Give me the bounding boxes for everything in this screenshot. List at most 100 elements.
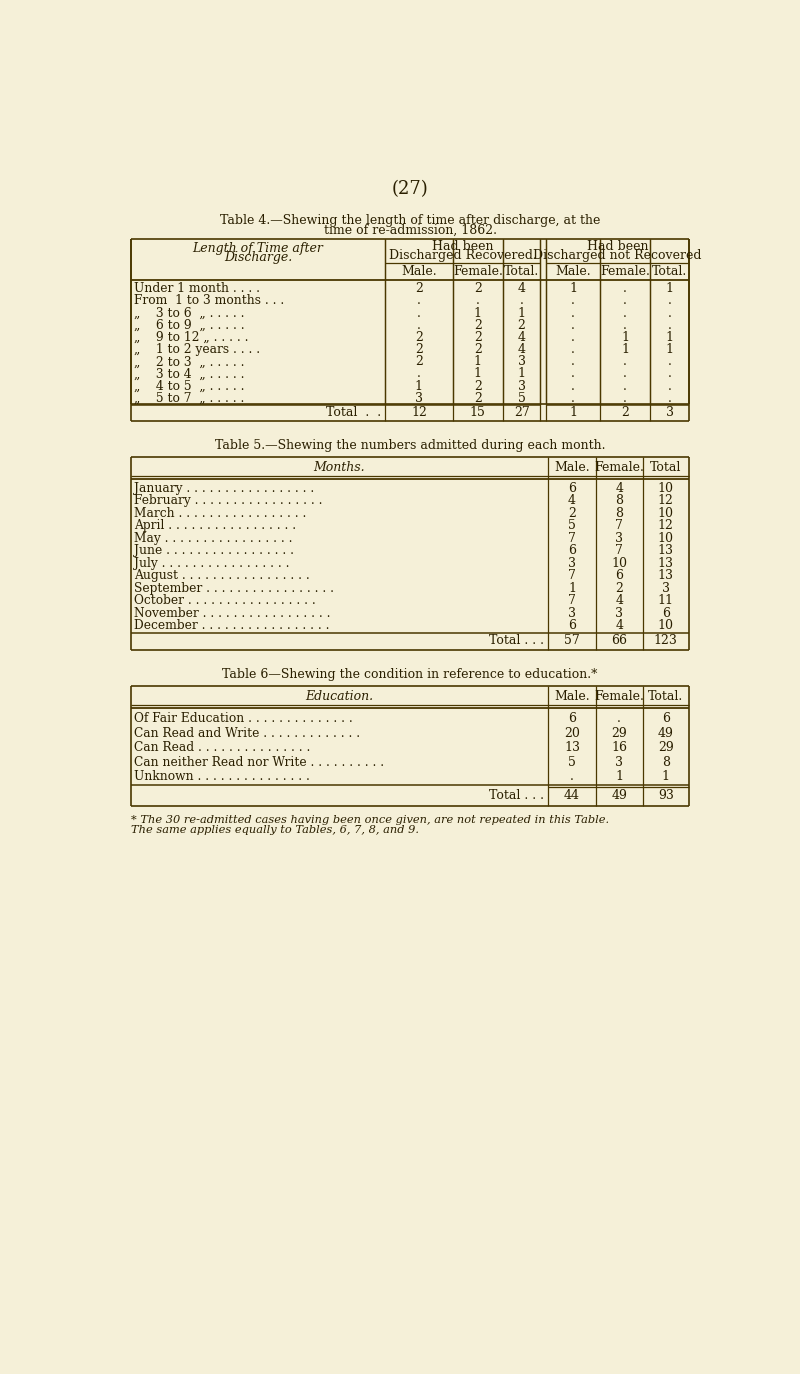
- Text: Discharge.: Discharge.: [224, 251, 292, 264]
- Text: 5: 5: [518, 392, 526, 405]
- Text: 4: 4: [518, 282, 526, 295]
- Text: .: .: [623, 282, 627, 295]
- Text: 3: 3: [615, 532, 623, 544]
- Text: Male.: Male.: [554, 462, 590, 474]
- Text: 2: 2: [474, 282, 482, 295]
- Text: 10: 10: [658, 507, 674, 519]
- Text: .: .: [623, 294, 627, 308]
- Text: .: .: [417, 306, 421, 320]
- Text: .: .: [476, 294, 480, 308]
- Text: 2: 2: [474, 319, 482, 331]
- Text: 6: 6: [662, 712, 670, 725]
- Text: 29: 29: [611, 727, 627, 739]
- Text: „    9 to 12 „ . . . . .: „ 9 to 12 „ . . . . .: [134, 331, 249, 344]
- Text: 3: 3: [615, 606, 623, 620]
- Text: 10: 10: [658, 532, 674, 544]
- Text: December . . . . . . . . . . . . . . . . .: December . . . . . . . . . . . . . . . .…: [134, 620, 330, 632]
- Text: 27: 27: [514, 405, 530, 419]
- Text: .: .: [571, 306, 575, 320]
- Text: Can neither Read nor Write . . . . . . . . . .: Can neither Read nor Write . . . . . . .…: [134, 756, 384, 769]
- Text: „    3 to 6  „ . . . . .: „ 3 to 6 „ . . . . .: [134, 306, 245, 320]
- Text: 93: 93: [658, 789, 674, 801]
- Text: (27): (27): [392, 180, 428, 198]
- Text: 2: 2: [415, 331, 423, 344]
- Text: 1: 1: [666, 344, 674, 356]
- Text: 7: 7: [615, 544, 623, 558]
- Text: 1: 1: [474, 306, 482, 320]
- Text: May . . . . . . . . . . . . . . . . .: May . . . . . . . . . . . . . . . . .: [134, 532, 293, 544]
- Text: 4: 4: [615, 620, 623, 632]
- Text: 5: 5: [568, 519, 576, 532]
- Text: April . . . . . . . . . . . . . . . . .: April . . . . . . . . . . . . . . . . .: [134, 519, 296, 532]
- Text: .: .: [668, 306, 671, 320]
- Text: .: .: [417, 319, 421, 331]
- Text: 2: 2: [474, 331, 482, 344]
- Text: .: .: [668, 319, 671, 331]
- Text: August . . . . . . . . . . . . . . . . .: August . . . . . . . . . . . . . . . . .: [134, 569, 310, 583]
- Text: 3: 3: [662, 581, 670, 595]
- Text: Total.: Total.: [504, 265, 539, 278]
- Text: 3: 3: [615, 756, 623, 769]
- Text: October . . . . . . . . . . . . . . . . .: October . . . . . . . . . . . . . . . . …: [134, 594, 316, 607]
- Text: 1: 1: [615, 771, 623, 783]
- Text: Of Fair Education . . . . . . . . . . . . . .: Of Fair Education . . . . . . . . . . . …: [134, 712, 353, 725]
- Text: 1: 1: [666, 282, 674, 295]
- Text: 1: 1: [569, 405, 577, 419]
- Text: 66: 66: [611, 633, 627, 647]
- Text: 13: 13: [564, 741, 580, 754]
- Text: Table 4.—Shewing the length of time after discharge, at the: Table 4.—Shewing the length of time afte…: [220, 214, 600, 227]
- Text: 13: 13: [658, 569, 674, 583]
- Text: 3: 3: [568, 606, 576, 620]
- Text: „    5 to 7  „ . . . . .: „ 5 to 7 „ . . . . .: [134, 392, 245, 405]
- Text: 1: 1: [474, 356, 482, 368]
- Text: .: .: [571, 344, 575, 356]
- Text: 4: 4: [568, 495, 576, 507]
- Text: 123: 123: [654, 633, 678, 647]
- Text: 4: 4: [615, 594, 623, 607]
- Text: Under 1 month . . . .: Under 1 month . . . .: [134, 282, 260, 295]
- Text: Total . . .: Total . . .: [489, 633, 544, 647]
- Text: 49: 49: [658, 727, 674, 739]
- Text: Female.: Female.: [594, 690, 644, 703]
- Text: 2: 2: [415, 344, 423, 356]
- Text: 6: 6: [662, 606, 670, 620]
- Text: .: .: [668, 356, 671, 368]
- Text: September . . . . . . . . . . . . . . . . .: September . . . . . . . . . . . . . . . …: [134, 581, 334, 595]
- Text: .: .: [570, 771, 574, 783]
- Text: * The 30 re-admitted cases having been once given, are not repeated in this Tabl: * The 30 re-admitted cases having been o…: [131, 815, 609, 824]
- Text: 3: 3: [666, 405, 674, 419]
- Text: 44: 44: [564, 789, 580, 801]
- Text: 7: 7: [568, 594, 576, 607]
- Text: 2: 2: [474, 344, 482, 356]
- Text: 1: 1: [569, 282, 577, 295]
- Text: 6: 6: [568, 544, 576, 558]
- Text: 2: 2: [474, 379, 482, 393]
- Text: Can Read . . . . . . . . . . . . . . .: Can Read . . . . . . . . . . . . . . .: [134, 741, 310, 754]
- Text: 2: 2: [415, 282, 423, 295]
- Text: 1: 1: [474, 367, 482, 381]
- Text: 2: 2: [415, 356, 423, 368]
- Text: 1: 1: [518, 367, 526, 381]
- Text: Had been: Had been: [587, 240, 649, 253]
- Text: 1: 1: [518, 306, 526, 320]
- Text: 15: 15: [470, 405, 486, 419]
- Text: 5: 5: [568, 756, 576, 769]
- Text: Education.: Education.: [306, 690, 374, 703]
- Text: Total.: Total.: [648, 690, 683, 703]
- Text: 4: 4: [615, 482, 623, 495]
- Text: „    1 to 2 years . . . .: „ 1 to 2 years . . . .: [134, 344, 260, 356]
- Text: .: .: [668, 379, 671, 393]
- Text: .: .: [571, 379, 575, 393]
- Text: 1: 1: [568, 581, 576, 595]
- Text: „    2 to 3  „ . . . . .: „ 2 to 3 „ . . . . .: [134, 356, 245, 368]
- Text: .: .: [417, 294, 421, 308]
- Text: July . . . . . . . . . . . . . . . . .: July . . . . . . . . . . . . . . . . .: [134, 556, 290, 570]
- Text: 29: 29: [658, 741, 674, 754]
- Text: 7: 7: [568, 532, 576, 544]
- Text: 12: 12: [411, 405, 427, 419]
- Text: 57: 57: [564, 633, 580, 647]
- Text: .: .: [623, 356, 627, 368]
- Text: .: .: [623, 319, 627, 331]
- Text: 6: 6: [615, 569, 623, 583]
- Text: 7: 7: [615, 519, 623, 532]
